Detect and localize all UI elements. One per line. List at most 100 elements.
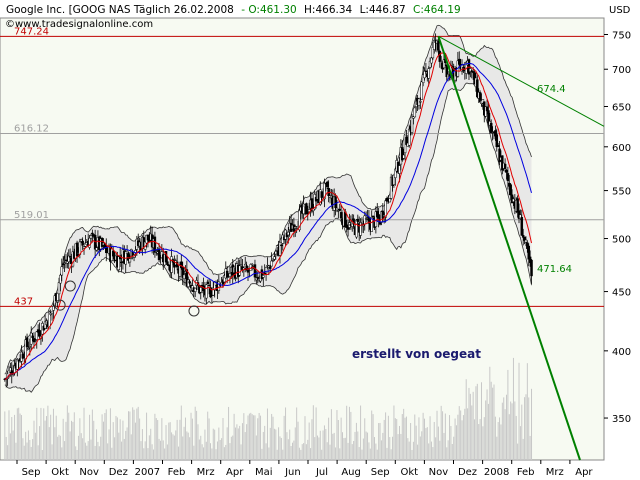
volume-bar [307,439,309,460]
volume-bar [300,449,302,460]
volume-bar [229,443,231,460]
volume-bar [411,449,413,460]
volume-bar [285,407,287,460]
volume-bar [187,432,189,460]
volume-bar [65,421,67,460]
volume-bar [296,407,298,460]
copyright-mark: © [5,19,15,30]
volume-bar [272,416,274,460]
x-tick-label: Nov [429,467,449,478]
volume-bar [493,384,495,460]
volume-bar [218,427,220,460]
volume-bar [368,442,370,460]
close-value: C:464.19 [413,4,461,16]
volume-bar [385,412,387,460]
volume-bar [239,425,241,460]
volume-bar [208,418,210,460]
volume-bar [241,423,243,460]
volume-bar [340,417,342,460]
volume-bar [464,408,466,460]
volume-bar [325,429,327,460]
volume-bar [121,441,123,460]
volume-bar [154,413,156,460]
volume-bar [289,429,291,460]
volume-bar [499,417,501,460]
volume-bar [474,419,476,460]
open-value: - O:461.30 [241,4,296,16]
candle-body [516,198,519,213]
volume-bar [186,431,188,460]
volume-bar [66,405,68,460]
pattern-circle [188,305,200,317]
volume-bar [111,447,113,460]
candle-body [63,262,66,264]
volume-bar [171,432,173,460]
volume-bar [180,405,182,460]
level-label: 519.01 [14,210,49,221]
candle-body [225,270,229,278]
volume-bar [429,416,431,460]
volume-bar [396,419,398,460]
volume-bar [34,432,36,460]
trend-line-steep [437,36,581,461]
volume-bar [482,426,484,460]
volume-bar [287,439,289,460]
candle-body [339,212,343,219]
volume-bar [414,414,416,460]
volume-bar [62,418,64,460]
volume-bar [122,420,124,460]
volume-bar [315,407,317,460]
volume-bar [310,448,312,460]
volume-bar [308,422,310,460]
volume-bar [394,418,396,460]
y-tick-label: 600 [612,143,631,154]
volume-bar [311,419,313,460]
y-tick-label: 350 [612,414,631,425]
candle-body [223,275,226,283]
candle-body [207,284,211,287]
volume-bar [173,435,175,460]
candle-body [407,128,411,146]
candle-body [445,64,448,78]
candle-body [271,259,275,262]
volume-bar [46,416,48,460]
volume-bar [403,408,405,460]
volume-bar [436,410,438,460]
volume-bar [526,363,528,460]
candle-body [153,236,157,253]
volume-bar [247,415,249,460]
x-tick-label: 2008 [484,467,509,478]
volume-bar [375,443,377,460]
volume-bar [240,444,242,460]
volume-bar [253,415,255,460]
volume-bar [501,402,503,460]
candlesticks [3,33,533,388]
volume-bar [193,445,195,460]
bollinger-band [4,24,532,393]
y-tick-label: 750 [612,31,631,42]
candle-body [262,275,265,278]
volume-bar [123,438,125,460]
volume-bar [465,379,467,460]
candle-body [205,284,208,299]
volume-bar [55,415,57,460]
volume-bar [243,413,245,460]
candle-body [59,274,62,284]
volume-bar [444,413,446,460]
volume-bar [332,433,334,460]
volume-bar [304,416,306,460]
candle-body [238,265,241,276]
volume-bar [43,408,45,460]
volume-bar [130,434,132,460]
candle-body [423,70,426,79]
volume-bar [51,444,53,460]
candle-body [413,107,417,118]
candle-body [120,261,123,264]
volume-bar [11,417,13,460]
volume-bar [454,418,456,460]
volume-bar [275,429,277,460]
candle-body [412,116,415,119]
volume-bar [76,449,78,460]
volume-bar [457,414,459,460]
